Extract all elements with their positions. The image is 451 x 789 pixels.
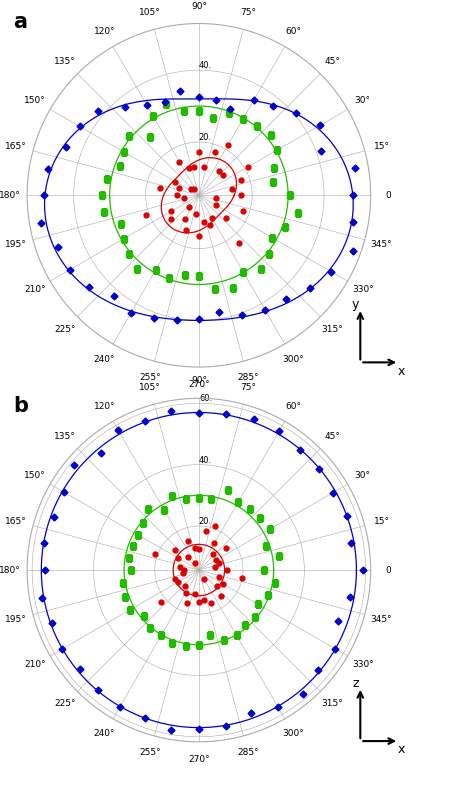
Text: y: y [350, 298, 358, 311]
Text: x: x [397, 743, 405, 757]
Text: b: b [14, 396, 28, 416]
Text: a: a [14, 12, 28, 32]
Text: z: z [351, 677, 358, 690]
Text: x: x [397, 365, 405, 378]
